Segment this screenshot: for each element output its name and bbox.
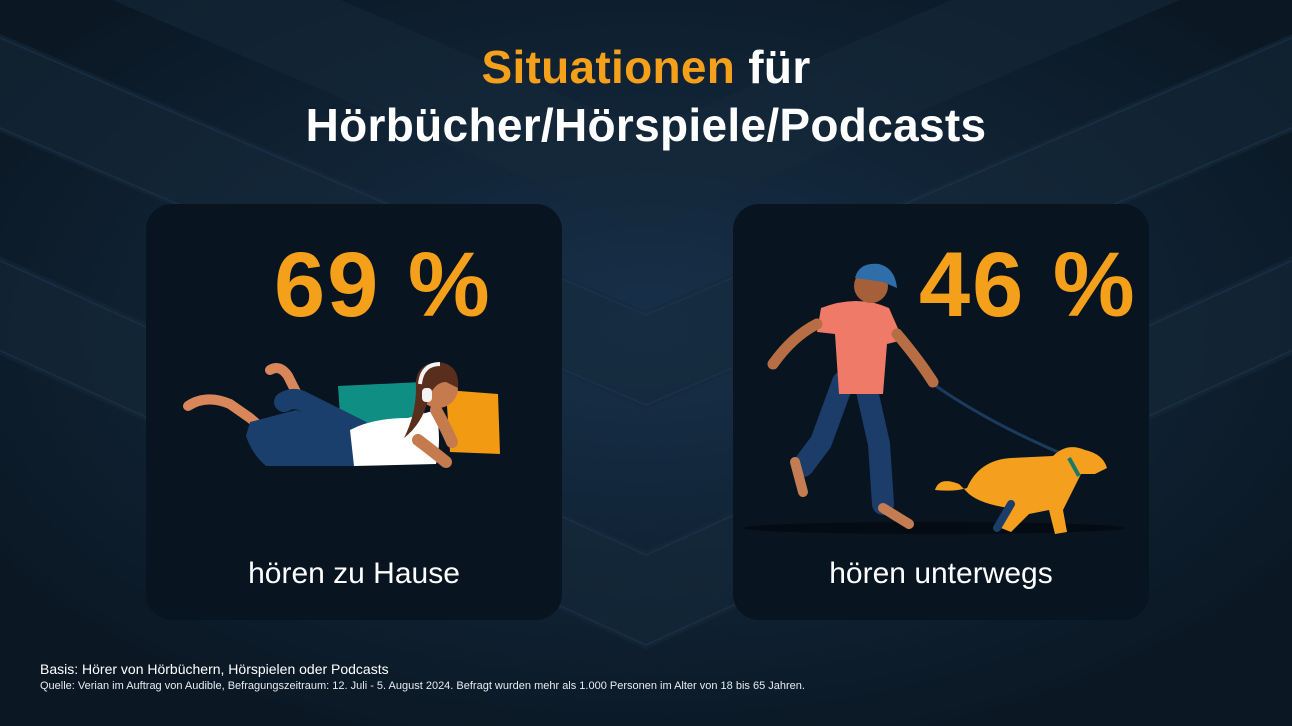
footer-source: Quelle: Verian im Auftrag von Audible, B…	[40, 680, 805, 692]
footer-notes: Basis: Hörer von Hörbüchern, Hörspielen …	[40, 660, 805, 694]
page-title: Situationen für Hörbücher/Hörspiele/Podc…	[0, 38, 1292, 154]
footer-basis: Basis: Hörer von Hörbüchern, Hörspielen …	[40, 661, 389, 677]
caption-home: hören zu Hause	[248, 557, 460, 590]
stat-on-the-go: 46 %	[919, 234, 1137, 336]
card-home: 69 % hören zu Hause	[146, 204, 562, 620]
title-accent: Situationen	[481, 41, 736, 93]
stat-home: 69 %	[274, 234, 492, 336]
woman-lying-illustration	[183, 362, 500, 468]
man-walking-dog-illustration	[743, 263, 1123, 534]
card-on-the-go: 46 % hören unterwegs	[733, 204, 1149, 620]
title-rest: für	[735, 41, 811, 93]
caption-on-the-go: hören unterwegs	[829, 557, 1053, 590]
title-line-2: Hörbücher/Hörspiele/Podcasts	[305, 99, 987, 151]
title-line-1: Situationen für	[0, 38, 1292, 96]
orange-pillow	[446, 390, 500, 454]
